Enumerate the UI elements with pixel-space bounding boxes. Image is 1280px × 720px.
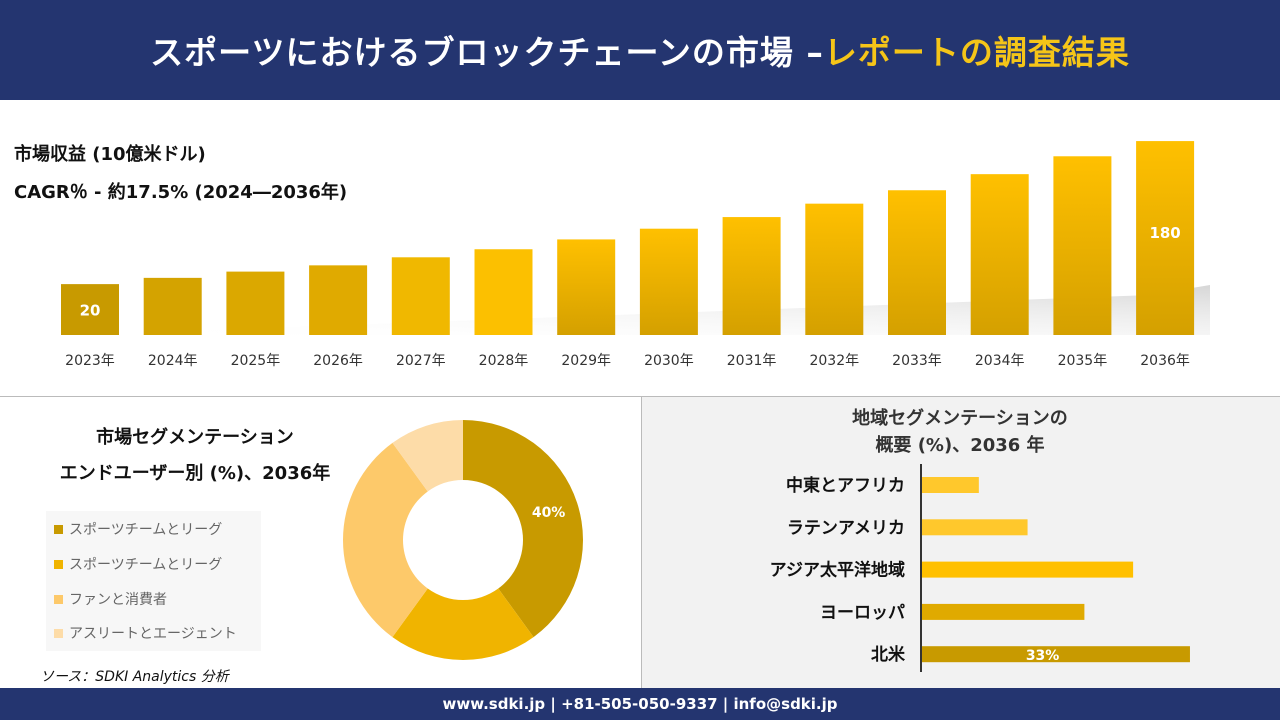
donut-slice — [343, 442, 428, 638]
data-label: 180 — [1149, 224, 1180, 242]
x-tick-label: 2026年 — [313, 353, 363, 369]
bar — [1053, 156, 1112, 335]
donut-slice — [392, 588, 534, 660]
category-label: 中東とアフリカ — [786, 475, 905, 496]
bar — [226, 271, 285, 335]
x-tick-label: 2028年 — [479, 353, 529, 369]
data-label: 40% — [532, 505, 566, 521]
legend-label: スポーツチームとリーグ — [69, 522, 223, 538]
x-tick-label: 2025年 — [231, 353, 281, 369]
donut-legend: スポーツチームとリーグ スポーツチームとリーグ ファンと消費者 アスリートとエー… — [46, 511, 261, 651]
category-label: ヨーロッパ — [820, 603, 905, 623]
x-tick-label: 2032年 — [809, 353, 859, 369]
x-tick-label: 2033年 — [892, 353, 942, 369]
x-tick-label: 2027年 — [396, 353, 446, 369]
title-highlight: レポートの調査結果 — [823, 33, 1130, 72]
bar — [309, 265, 368, 335]
bar — [888, 190, 946, 335]
category-label: 北米 — [871, 644, 906, 665]
region-title-2: 概要 (%)、2036 年 — [875, 435, 1045, 456]
category-label: ラテンアメリカ — [787, 518, 905, 538]
bar — [722, 217, 781, 335]
legend-item: スポーツチームとリーグ — [54, 519, 222, 539]
legend-label: アスリートとエージェント — [69, 626, 237, 642]
bar — [557, 239, 616, 335]
revenue-chart-title: 市場収益 (10億米ドル) — [14, 144, 206, 165]
legend-item: ファンと消費者 — [54, 589, 167, 609]
bar — [391, 257, 450, 335]
legend-item: スポーツチームとリーグ — [54, 554, 222, 574]
page-header: スポーツにおけるブロックチェーンの市場 – レポートの調査結果 — [0, 0, 1280, 100]
section-divider — [0, 396, 1280, 397]
bar — [922, 519, 1028, 536]
category-label: アジア太平洋地域 — [770, 560, 905, 581]
data-label: 33% — [1026, 648, 1060, 664]
x-tick-label: 2024年 — [148, 353, 198, 369]
end-user-title-1: 市場セグメンテーション — [96, 427, 294, 448]
legend-label: ファンと消費者 — [69, 592, 167, 608]
x-tick-label: 2023年 — [65, 353, 115, 369]
bar — [805, 203, 864, 335]
bar — [1136, 141, 1195, 335]
legend-swatch — [54, 628, 63, 638]
bar — [61, 284, 119, 335]
cagr-subtitle: CAGR％ - 約17.5% (2024―2036年) — [14, 182, 348, 203]
data-label: 20 — [80, 302, 101, 320]
footer-contact: www.sdki.jp | +81-505-050-9337 | info@sd… — [0, 688, 1280, 720]
region-panel — [641, 397, 1280, 688]
bar — [922, 646, 1190, 663]
title-main: スポーツにおけるブロックチェーンの市場 – — [150, 33, 824, 72]
source-note: ソース：SDKI Analytics 分析 — [40, 669, 229, 685]
revenue-bar-chart: 2023年 20 2024年 2025年 2026年 2027年 2028年 2029年 203… — [61, 141, 1210, 369]
end-user-donut-chart: 40% — [343, 420, 583, 660]
x-tick-label: 2030年 — [644, 353, 694, 369]
bar — [970, 174, 1029, 335]
legend-item: アスリートとエージェント — [54, 623, 237, 643]
legend-swatch — [54, 594, 63, 604]
legend-swatch — [54, 559, 63, 569]
x-tick-label: 2031年 — [727, 353, 777, 369]
donut-slice — [392, 420, 463, 492]
x-tick-label: 2034年 — [975, 353, 1025, 369]
legend-swatch — [54, 524, 63, 534]
x-tick-label: 2036年 — [1140, 353, 1190, 369]
bar — [922, 477, 979, 493]
bar — [143, 277, 202, 335]
bar — [922, 603, 1085, 620]
x-tick-label: 2029年 — [561, 353, 611, 369]
legend-label: スポーツチームとリーグ — [69, 557, 223, 573]
bar — [474, 249, 533, 335]
region-title-1: 地域セグメンテーションの — [852, 408, 1068, 429]
x-tick-label: 2035年 — [1058, 353, 1108, 369]
end-user-title-2: エンドユーザー別 (%)、2036年 — [59, 463, 331, 484]
bar — [639, 228, 698, 335]
donut-slice — [463, 420, 583, 638]
bar — [922, 561, 1134, 578]
